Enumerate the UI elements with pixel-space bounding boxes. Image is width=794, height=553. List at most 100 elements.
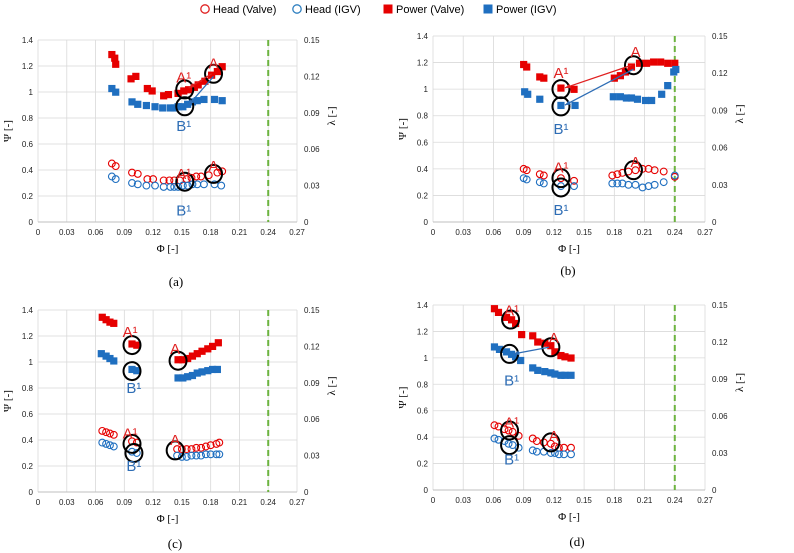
x-axis-title: Φ [-] — [157, 513, 179, 525]
power-data-point — [541, 339, 549, 347]
y-tick-label: 0.2 — [417, 460, 429, 469]
operating-point-label: A¹ — [504, 415, 519, 432]
x-tick-label: 0.18 — [203, 228, 219, 237]
head-data-point — [98, 426, 107, 435]
operating-point-label: B¹ — [126, 458, 141, 475]
operating-point-label: A — [209, 158, 219, 175]
power-data-point — [523, 63, 531, 71]
y-tick-label: 1 — [29, 88, 34, 97]
power-data-point — [502, 348, 511, 356]
operating-point-label: A — [209, 55, 219, 72]
x-tick-label: 0.24 — [260, 498, 276, 507]
operating-point-highlight — [551, 96, 571, 117]
head-data-point — [650, 180, 659, 189]
power-data-point — [642, 59, 651, 67]
y2-axis-title: λ [-] — [734, 104, 746, 123]
power-data-point — [128, 98, 136, 106]
operating-point-highlight — [623, 160, 643, 181]
y-tick-label: 1.4 — [22, 36, 34, 45]
panel-caption: (b) — [560, 263, 575, 278]
head-data-point — [670, 171, 679, 180]
y-axis-title: Ψ [-] — [397, 118, 409, 140]
head-data-point — [659, 178, 668, 187]
x-tick-label: 0 — [431, 228, 436, 237]
x-tick-label: 0.18 — [607, 496, 623, 505]
y-tick-label: 1 — [424, 354, 429, 363]
power-data-point — [127, 75, 135, 83]
head-data-point — [522, 175, 531, 184]
power-data-point — [214, 339, 222, 347]
power-data-point — [208, 365, 217, 374]
power-data-point — [517, 356, 525, 365]
y2-axis-title: λ [-] — [734, 373, 746, 392]
head-data-point — [197, 443, 206, 452]
y2-tick-label: 0.09 — [304, 379, 320, 388]
operating-point-highlight — [500, 435, 520, 456]
power-data-point — [664, 59, 672, 67]
power-data-point — [648, 96, 656, 105]
power-data-point — [132, 72, 140, 80]
head-data-point — [546, 449, 555, 457]
head-data-point — [111, 175, 120, 184]
power-data-point — [111, 54, 119, 62]
x-axis-title: Φ [-] — [558, 243, 580, 255]
y2-tick-label: 0 — [304, 488, 309, 497]
power-data-point — [551, 348, 559, 356]
x-tick-label: 0.03 — [59, 228, 75, 237]
chart-panel: 0 0.03 0.06 0.09 0.12 0.15 0.18 0.21 0.24 0.2700.… — [2, 36, 338, 289]
power-data-point — [622, 94, 631, 102]
x-tick-label: 0.21 — [232, 228, 248, 237]
operating-point-highlight — [168, 350, 188, 371]
head-data-point — [159, 182, 168, 191]
operating-point-label: A¹ — [176, 166, 191, 183]
y2-tick-label: 0.06 — [712, 144, 728, 153]
head-data-point — [192, 443, 201, 452]
y-tick-label: 0.8 — [417, 112, 429, 121]
y-tick-label: 0.6 — [417, 407, 429, 416]
head-data-point — [142, 181, 151, 190]
head-data-point — [109, 430, 118, 439]
operating-point-highlight — [541, 432, 561, 453]
operating-point-label: A — [170, 341, 180, 358]
power-data-point — [142, 101, 150, 110]
chart-panel: 0 0.03 0.06 0.09 0.12 0.15 0.18 0.21 0.24 0.2700.… — [2, 306, 338, 551]
legend-label: Head (Valve) — [213, 4, 276, 16]
transition-arrowhead — [188, 99, 194, 105]
head-data-point — [508, 427, 517, 436]
x-tick-label: 0.12 — [546, 228, 562, 237]
y2-tick-label: 0.15 — [712, 301, 728, 310]
x-tick-label: 0.06 — [486, 496, 502, 505]
y-tick-label: 0.4 — [417, 165, 429, 174]
power-data-point — [193, 97, 201, 105]
y-tick-label: 1.2 — [417, 59, 429, 68]
y-tick-label: 1.4 — [22, 306, 34, 315]
head-data-point — [178, 181, 187, 190]
head-data-point — [193, 180, 202, 189]
y-tick-label: 1.4 — [417, 32, 429, 41]
power-data-point — [174, 356, 182, 364]
y-tick-label: 0.2 — [417, 191, 429, 200]
head-data-point — [539, 171, 548, 180]
power-data-point — [210, 95, 219, 104]
head-data-point — [522, 166, 531, 175]
head-data-point — [631, 180, 640, 189]
x-tick-label: 0.03 — [455, 228, 471, 237]
y2-tick-label: 0.09 — [712, 106, 728, 115]
y2-tick-label: 0.12 — [712, 69, 728, 78]
operating-point-label: A¹ — [553, 160, 568, 177]
power-data-point — [213, 365, 221, 374]
x-tick-label: 0.06 — [486, 228, 502, 237]
head-data-point — [567, 443, 575, 452]
head-data-point — [133, 180, 142, 189]
legend: Head (Valve) Head (IGV) Power (Valve) Power… — [200, 4, 557, 16]
power-data-point — [198, 347, 206, 355]
operating-point-label: A¹ — [553, 65, 568, 82]
transition-arrowhead — [564, 100, 571, 106]
operating-point-highlight — [175, 79, 195, 100]
head-data-point — [535, 178, 544, 187]
x-tick-label: 0.03 — [455, 496, 471, 505]
y2-tick-label: 0.15 — [712, 32, 728, 41]
power-data-point — [536, 95, 544, 103]
y2-tick-label: 0 — [712, 218, 717, 227]
head-data-point — [206, 450, 215, 459]
